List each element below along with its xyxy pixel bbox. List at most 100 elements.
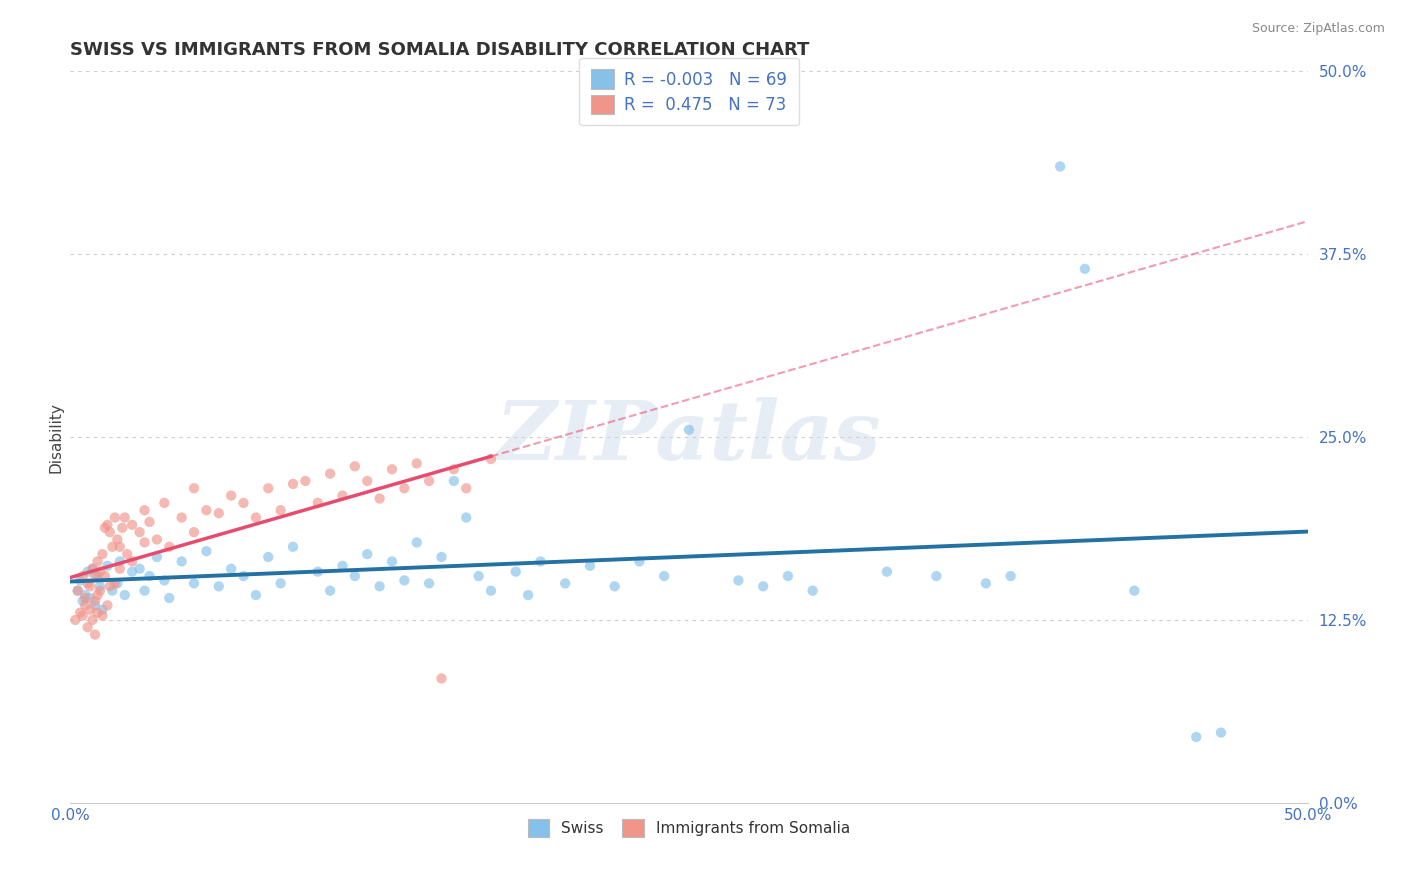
Point <box>121 565 143 579</box>
Point <box>134 503 156 517</box>
Point <box>183 525 205 540</box>
Point <box>343 459 366 474</box>
Point <box>219 562 242 576</box>
Point <box>76 565 98 579</box>
Point <box>1049 160 1071 174</box>
Point <box>86 606 108 620</box>
Point <box>579 558 602 573</box>
Point <box>96 599 118 613</box>
Point <box>307 565 329 579</box>
Point <box>356 474 378 488</box>
Point <box>443 474 465 488</box>
Point <box>98 579 121 593</box>
Point <box>72 594 94 608</box>
Point <box>146 549 169 564</box>
Y-axis label: Disability: Disability <box>48 401 63 473</box>
Point <box>232 496 254 510</box>
Point <box>319 467 342 481</box>
Point <box>1000 569 1022 583</box>
Point <box>405 535 427 549</box>
Point <box>443 462 465 476</box>
Point <box>418 576 440 591</box>
Point <box>108 562 131 576</box>
Point <box>652 569 675 583</box>
Point <box>394 574 416 588</box>
Point <box>94 521 117 535</box>
Point <box>307 496 329 510</box>
Point <box>456 510 478 524</box>
Point <box>108 540 131 554</box>
Point <box>91 608 114 623</box>
Point <box>418 474 440 488</box>
Point <box>91 547 114 561</box>
Point <box>94 569 117 583</box>
Text: SWISS VS IMMIGRANTS FROM SOMALIA DISABILITY CORRELATION CHART: SWISS VS IMMIGRANTS FROM SOMALIA DISABIL… <box>70 41 810 59</box>
Point <box>128 562 150 576</box>
Point <box>257 481 280 495</box>
Point <box>294 474 316 488</box>
Point <box>170 554 193 568</box>
Point <box>1209 725 1232 739</box>
Point <box>245 588 267 602</box>
Point <box>138 569 160 583</box>
Point <box>479 583 502 598</box>
Text: Source: ZipAtlas.com: Source: ZipAtlas.com <box>1251 22 1385 36</box>
Point <box>628 554 651 568</box>
Point <box>98 525 121 540</box>
Point <box>134 535 156 549</box>
Point <box>157 591 180 605</box>
Point <box>89 583 111 598</box>
Point <box>368 579 391 593</box>
Point <box>75 599 97 613</box>
Point <box>82 613 104 627</box>
Point <box>79 603 101 617</box>
Point <box>82 562 104 576</box>
Point <box>245 510 267 524</box>
Point <box>505 565 527 579</box>
Point <box>219 489 242 503</box>
Point <box>456 481 478 495</box>
Point <box>146 533 169 547</box>
Point <box>332 558 354 573</box>
Point <box>405 457 427 471</box>
Point <box>195 503 218 517</box>
Point <box>281 540 304 554</box>
Point <box>183 576 205 591</box>
Point <box>96 517 118 532</box>
Point <box>925 569 948 583</box>
Point <box>76 576 98 591</box>
Point <box>84 594 107 608</box>
Point <box>75 588 97 602</box>
Point <box>554 576 576 591</box>
Point <box>752 579 775 593</box>
Point <box>69 606 91 620</box>
Point <box>479 452 502 467</box>
Point <box>105 533 128 547</box>
Point <box>356 547 378 561</box>
Point <box>974 576 997 591</box>
Point <box>1185 730 1208 744</box>
Point <box>108 554 131 568</box>
Point <box>183 481 205 495</box>
Point <box>86 588 108 602</box>
Point <box>91 603 114 617</box>
Point <box>157 540 180 554</box>
Point <box>138 515 160 529</box>
Point <box>430 672 453 686</box>
Point <box>104 576 127 591</box>
Point <box>319 583 342 598</box>
Point <box>101 540 124 554</box>
Point <box>105 576 128 591</box>
Point <box>111 521 134 535</box>
Point <box>603 579 626 593</box>
Point <box>153 496 176 510</box>
Point <box>281 476 304 491</box>
Point <box>84 599 107 613</box>
Point <box>96 558 118 573</box>
Point <box>381 462 404 476</box>
Point <box>270 576 292 591</box>
Point <box>115 547 138 561</box>
Point <box>82 562 104 576</box>
Point <box>517 588 540 602</box>
Point <box>876 565 898 579</box>
